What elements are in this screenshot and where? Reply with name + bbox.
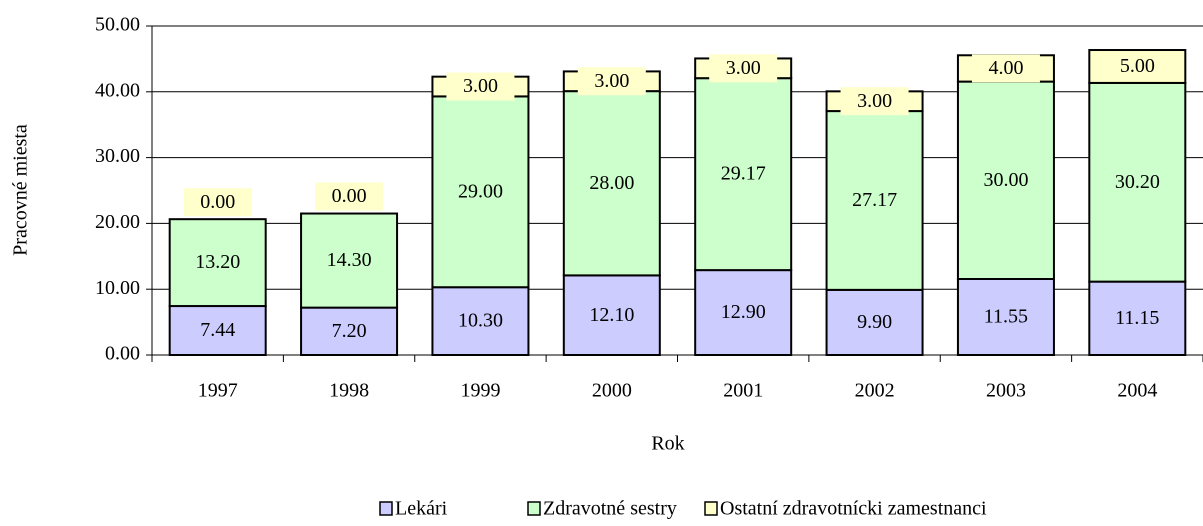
value-label: 12.90 bbox=[721, 301, 766, 323]
label-background bbox=[709, 54, 778, 83]
x-tick-label: 1997 bbox=[198, 380, 238, 402]
value-label: 7.20 bbox=[332, 320, 367, 342]
bar-segment bbox=[1088, 81, 1187, 283]
value-label: 14.30 bbox=[327, 249, 372, 271]
value-label: 9.90 bbox=[857, 311, 892, 333]
bar-segment bbox=[300, 212, 399, 309]
value-label: 27.17 bbox=[852, 189, 897, 211]
value-label: 11.55 bbox=[984, 306, 1028, 328]
legend-label: Ostatní zdravotnícki zamestnanci bbox=[720, 498, 987, 520]
bar-segment bbox=[562, 274, 661, 356]
value-label: 11.15 bbox=[1115, 307, 1159, 329]
value-label: 0.00 bbox=[200, 191, 235, 213]
value-label: 29.17 bbox=[721, 163, 766, 185]
label-background bbox=[971, 54, 1040, 83]
x-tick-label: 2003 bbox=[986, 380, 1026, 402]
bar-segment bbox=[694, 77, 793, 272]
y-tick-label: 50.00 bbox=[95, 14, 140, 36]
value-label: 28.00 bbox=[589, 172, 634, 194]
bar-segment bbox=[168, 305, 267, 356]
bar-segment bbox=[825, 110, 924, 291]
y-tick-label: 0.00 bbox=[105, 343, 140, 365]
bar-segment bbox=[1088, 280, 1187, 356]
label-background bbox=[446, 72, 515, 101]
y-tick-label: 20.00 bbox=[95, 211, 140, 233]
legend-swatch bbox=[704, 501, 718, 516]
value-label: 3.00 bbox=[594, 70, 629, 92]
x-axis-title: Rok bbox=[651, 433, 684, 455]
value-label: 5.00 bbox=[1120, 55, 1155, 77]
value-label: 3.00 bbox=[857, 90, 892, 112]
y-tick-label: 30.00 bbox=[95, 145, 140, 167]
label-background bbox=[315, 182, 384, 211]
bar-segment bbox=[300, 306, 399, 356]
value-label: 0.00 bbox=[332, 185, 367, 207]
bar-segment bbox=[431, 286, 530, 357]
x-tick-label: 1999 bbox=[460, 380, 500, 402]
value-label: 30.20 bbox=[1115, 171, 1160, 193]
label-background bbox=[1103, 52, 1172, 81]
value-label: 3.00 bbox=[463, 75, 498, 97]
label-background bbox=[577, 67, 646, 96]
bar-segment bbox=[694, 269, 793, 357]
value-label: 10.30 bbox=[458, 310, 503, 332]
legend-label: Lekári bbox=[395, 498, 448, 520]
bar-segment bbox=[956, 278, 1055, 357]
y-tick-label: 10.00 bbox=[95, 277, 140, 299]
value-label: 3.00 bbox=[726, 57, 761, 79]
x-tick-label: 1998 bbox=[329, 380, 369, 402]
value-label: 30.00 bbox=[983, 169, 1028, 191]
label-background bbox=[840, 87, 909, 116]
value-label: 13.20 bbox=[195, 251, 240, 273]
bar-segment bbox=[825, 288, 924, 356]
value-label: 4.00 bbox=[988, 57, 1023, 79]
label-background bbox=[183, 188, 252, 217]
value-label: 29.00 bbox=[458, 180, 503, 202]
y-tick-label: 40.00 bbox=[95, 79, 140, 101]
legend-label: Zdravotné sestry bbox=[543, 498, 677, 520]
x-tick-label: 2002 bbox=[855, 380, 895, 402]
x-tick-label: 2001 bbox=[723, 380, 763, 402]
value-label: 12.10 bbox=[589, 304, 634, 326]
bar-segment bbox=[431, 95, 530, 289]
x-tick-label: 2004 bbox=[1117, 380, 1157, 402]
y-axis-title: Pracovné miesta bbox=[10, 124, 32, 256]
x-tick-label: 2000 bbox=[592, 380, 632, 402]
bar-segment bbox=[168, 218, 267, 308]
legend-swatch bbox=[379, 501, 393, 516]
value-label: 7.44 bbox=[200, 319, 235, 341]
legend-swatch bbox=[527, 501, 541, 516]
bar-segment bbox=[956, 80, 1055, 281]
